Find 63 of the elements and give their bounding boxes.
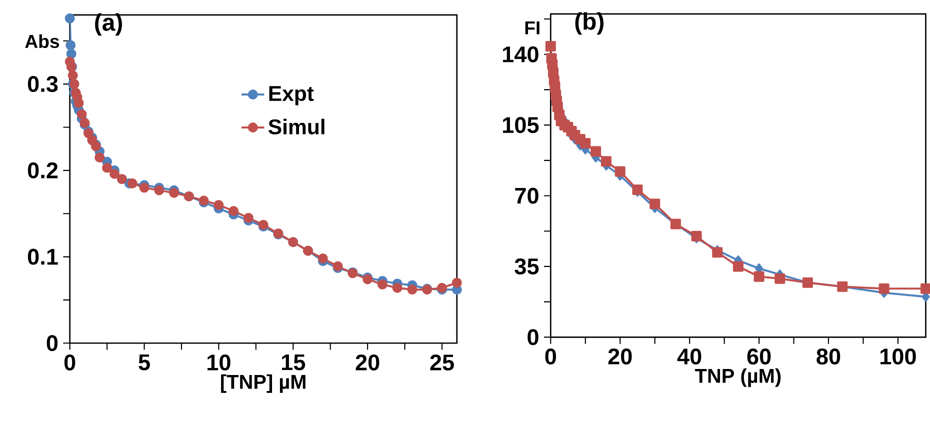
y-axis-title: FI: [525, 21, 540, 34]
x-axis-title: TNP (µM): [695, 368, 781, 387]
y-tick-label: 105: [503, 117, 539, 134]
point: [139, 182, 150, 193]
point: [590, 146, 602, 157]
x-tick-label: 20: [356, 354, 380, 371]
point: [712, 247, 723, 258]
point: [66, 48, 76, 59]
point: [392, 282, 402, 293]
point: [76, 109, 87, 120]
y-tick-label: 0.3: [28, 76, 58, 92]
point: [650, 198, 660, 210]
point: [318, 254, 328, 264]
point: [243, 212, 254, 223]
x-tick-label: 60: [747, 348, 771, 365]
x-tick-label: 15: [282, 354, 306, 370]
x-tick-label: 100: [880, 348, 916, 365]
point: [68, 70, 78, 80]
point: [452, 278, 462, 288]
point: [228, 206, 239, 216]
y-tick-label: 0.2: [28, 162, 58, 178]
point: [127, 178, 138, 188]
x-tick-label: 40: [677, 348, 702, 365]
x-tick-label: 0: [64, 354, 76, 371]
legend-label: Expt: [269, 86, 314, 106]
point: [754, 271, 764, 282]
point: [214, 200, 224, 210]
point: [66, 40, 76, 50]
point: [102, 162, 112, 173]
point: [154, 185, 164, 196]
point: [377, 279, 388, 290]
point: [878, 283, 890, 294]
point: [545, 41, 556, 52]
x-axis-title: [TNP] µM: [221, 374, 306, 393]
point: [169, 188, 180, 198]
y-tick-label: 140: [503, 46, 538, 62]
x-tick-label: 20: [608, 348, 632, 365]
y-axis-title: Abs: [25, 34, 60, 48]
point: [407, 284, 418, 295]
x-tick-label: 10: [208, 354, 230, 371]
point: [600, 156, 612, 167]
y-tick-label: 0.1: [28, 248, 58, 265]
y-tick-label: 70: [515, 188, 538, 204]
y-tick-label: 35: [514, 258, 539, 274]
y-tick-label: 0: [528, 329, 538, 346]
point: [614, 166, 626, 177]
point: [110, 168, 120, 179]
x-tick-label: 5: [138, 354, 150, 370]
y-tick-label: 0: [46, 335, 58, 352]
x-tick-label: 25: [430, 354, 454, 371]
point: [774, 273, 786, 284]
chart-title: (b): [575, 12, 604, 35]
x-tick-label: 80: [816, 348, 840, 365]
chart-title: (a): [95, 13, 122, 36]
legend-label: Simul: [268, 118, 324, 134]
point: [94, 152, 105, 162]
point: [64, 13, 75, 24]
point: [691, 230, 702, 242]
point: [632, 184, 643, 195]
point: [74, 98, 84, 108]
point: [732, 261, 744, 272]
point: [580, 138, 591, 149]
x-tick-label: 0: [545, 348, 556, 365]
